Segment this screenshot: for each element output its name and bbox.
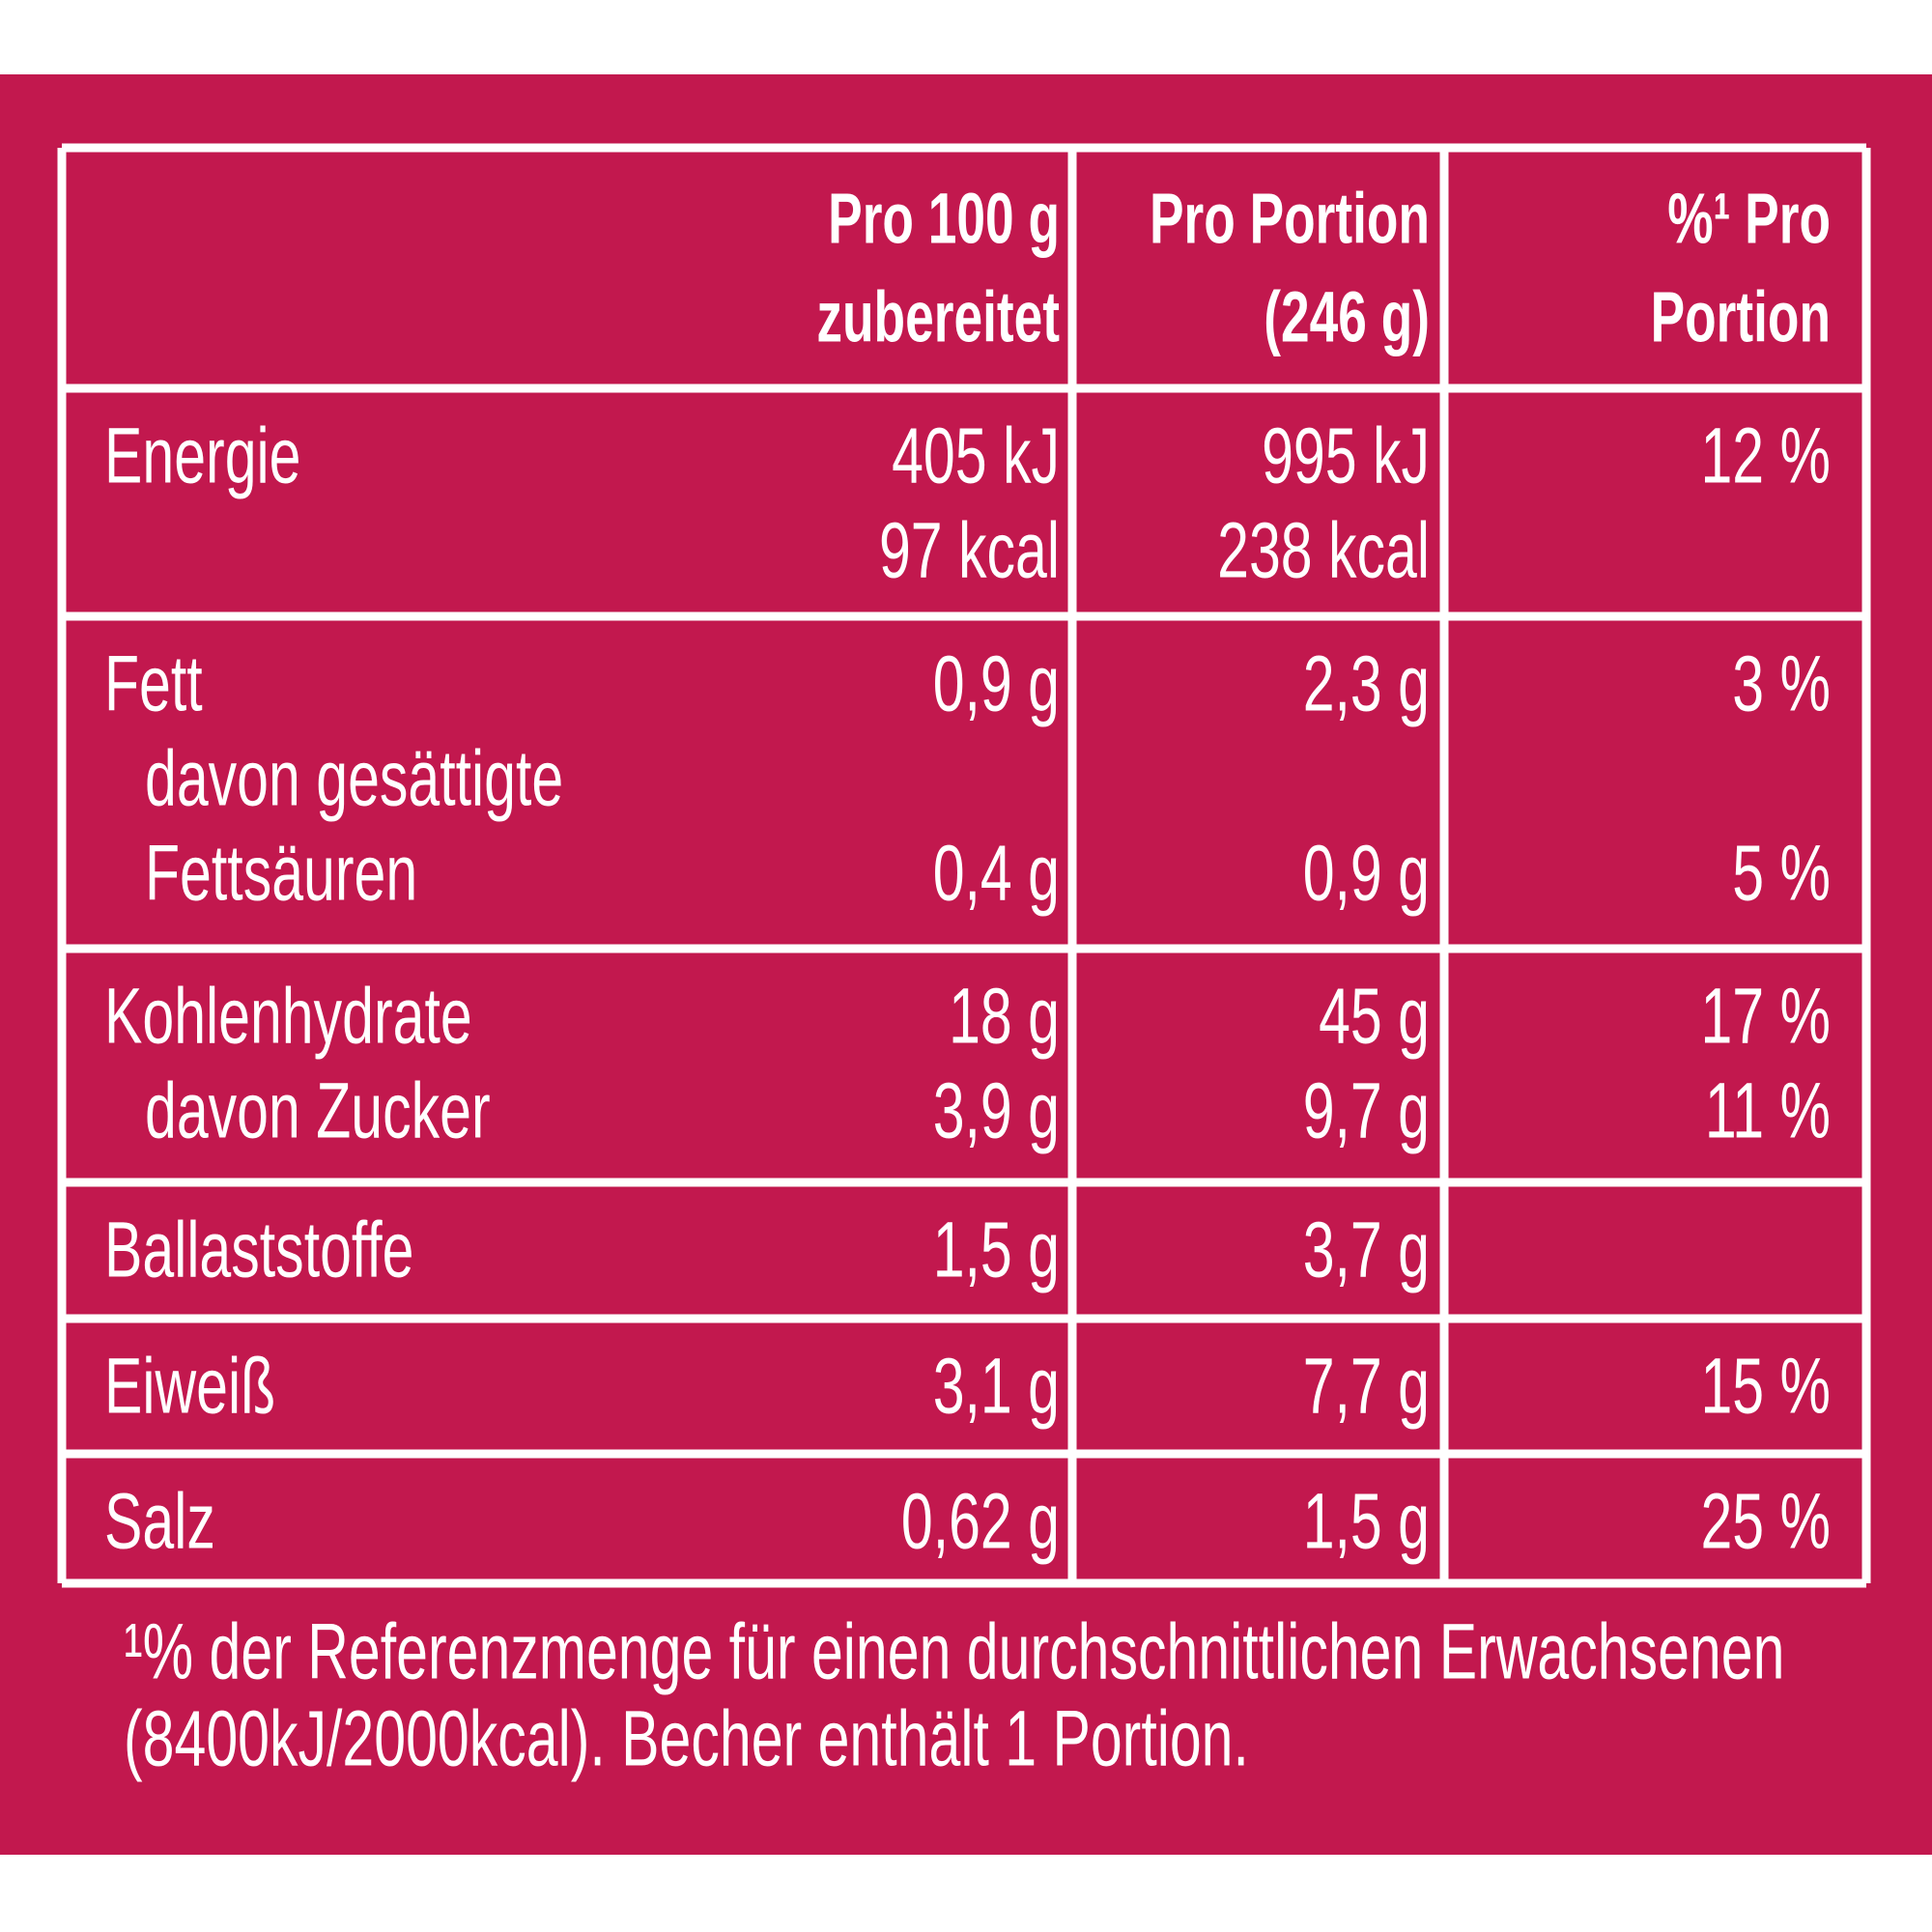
nutrient-value: 1,5 g: [933, 1206, 1060, 1294]
nutrient-value: 1,5 g: [1303, 1477, 1430, 1566]
nutrient-label: davon gesättigte: [145, 734, 563, 823]
header-text: %¹ Pro: [1667, 179, 1831, 259]
nutrient-value: 45 g: [1319, 972, 1430, 1061]
header-text: zubereitet: [816, 277, 1060, 357]
nutrient-value: 3,9 g: [933, 1066, 1060, 1155]
nutrient-value: 5 %: [1732, 829, 1831, 918]
nutrient-value: 18 g: [949, 972, 1060, 1061]
nutrient-value: 7,7 g: [1303, 1342, 1430, 1431]
header-text: (246 g): [1264, 277, 1430, 357]
header-text: Portion: [1651, 277, 1831, 357]
footnote: ¹% der Referenzmenge für einen durchschn…: [124, 1607, 1784, 1696]
nutrient-value: 0,4 g: [933, 829, 1060, 918]
nutrient-value: 0,62 g: [901, 1477, 1060, 1566]
nutrient-value: 2,3 g: [1303, 639, 1430, 728]
nutrient-value: 11 %: [1705, 1066, 1831, 1155]
nutrient-label: Fett: [104, 639, 203, 728]
nutrient-value: 405 kJ: [892, 412, 1060, 500]
nutrient-value: 0,9 g: [933, 639, 1060, 728]
nutrient-value: 3,1 g: [933, 1342, 1060, 1431]
header-text: Pro Portion: [1150, 179, 1430, 259]
nutrient-value: 9,7 g: [1303, 1066, 1430, 1155]
nutrient-label: Salz: [104, 1477, 215, 1566]
nutrient-label: Fettsäuren: [145, 829, 417, 918]
nutrient-value: 15 %: [1700, 1342, 1831, 1431]
header-text: Pro 100 g: [828, 179, 1060, 259]
nutrient-value: 0,9 g: [1303, 829, 1430, 918]
nutrient-value: 17 %: [1700, 972, 1831, 1061]
nutrient-value: 3 %: [1732, 639, 1831, 728]
background: [0, 74, 1932, 1855]
nutrient-label: Eiweiß: [104, 1342, 275, 1431]
nutrient-value: 97 kcal: [879, 506, 1060, 595]
nutrient-label: Ballaststoffe: [104, 1206, 414, 1294]
nutrient-label: Energie: [104, 412, 300, 500]
nutrient-value: 238 kcal: [1217, 506, 1430, 595]
footnote: (8400kJ/2000kcal). Becher enthält 1 Port…: [124, 1694, 1249, 1783]
nutrient-label: davon Zucker: [145, 1066, 491, 1155]
nutrient-value: 995 kJ: [1262, 412, 1430, 500]
nutrient-value: 12 %: [1700, 412, 1831, 500]
nutrient-label: Kohlenhydrate: [104, 972, 472, 1061]
nutrient-value: 25 %: [1700, 1477, 1831, 1566]
nutrient-value: 3,7 g: [1303, 1206, 1430, 1294]
